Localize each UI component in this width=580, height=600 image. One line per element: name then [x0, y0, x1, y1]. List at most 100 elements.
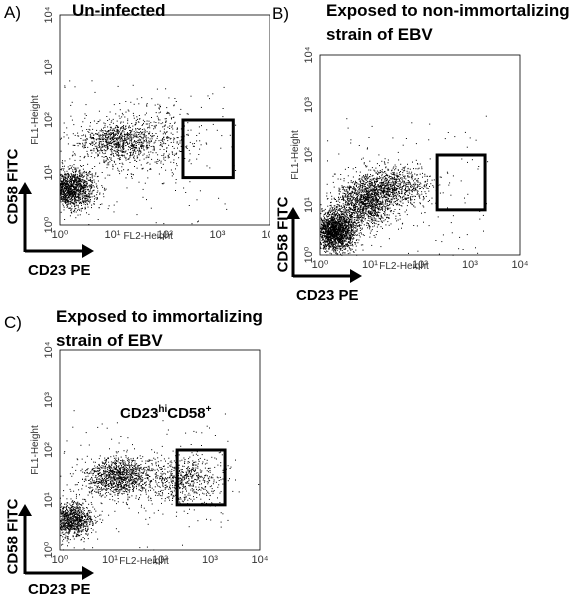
data-point — [67, 177, 69, 179]
data-point — [106, 167, 108, 169]
data-point — [104, 150, 106, 152]
data-point — [70, 201, 72, 203]
data-point — [80, 210, 82, 212]
data-point — [133, 131, 135, 133]
data-point — [369, 220, 371, 222]
data-point — [380, 246, 382, 248]
data-point — [77, 185, 79, 187]
data-point — [137, 149, 139, 151]
data-point — [360, 227, 361, 229]
data-point — [66, 199, 68, 200]
data-point — [156, 115, 158, 117]
data-point — [60, 187, 62, 189]
data-point — [108, 144, 110, 146]
data-point — [338, 225, 340, 227]
data-point — [87, 206, 89, 208]
data-point — [80, 199, 82, 200]
data-point — [90, 144, 92, 146]
data-point — [134, 159, 136, 161]
data-point — [80, 192, 82, 194]
data-point — [106, 143, 108, 145]
data-point — [102, 137, 104, 139]
data-point — [369, 211, 371, 213]
data-point — [177, 137, 179, 139]
data-point — [111, 134, 112, 135]
data-point — [110, 157, 112, 159]
data-point — [133, 135, 135, 137]
data-point — [148, 145, 150, 147]
data-point — [122, 114, 124, 116]
data-point — [136, 145, 137, 146]
data-point — [103, 156, 105, 158]
data-point — [114, 141, 115, 143]
data-point — [93, 138, 95, 140]
data-point — [341, 224, 343, 226]
data-point — [373, 222, 375, 223]
data-point — [340, 174, 342, 175]
data-point — [373, 223, 375, 225]
data-point — [361, 209, 363, 211]
data-point — [73, 172, 75, 173]
data-point — [327, 205, 329, 207]
data-point — [360, 204, 362, 206]
data-point — [328, 232, 330, 233]
data-point — [71, 101, 73, 103]
data-point — [95, 138, 97, 140]
data-point — [375, 220, 377, 222]
data-point — [333, 227, 335, 229]
data-point — [173, 104, 175, 106]
data-point — [69, 186, 71, 188]
data-point — [133, 150, 135, 152]
data-point — [348, 230, 350, 232]
data-point — [66, 192, 68, 194]
data-point — [349, 208, 350, 210]
data-point — [71, 178, 73, 180]
data-point — [354, 207, 356, 208]
data-point — [64, 196, 66, 198]
data-point — [116, 127, 118, 129]
data-point — [124, 133, 125, 135]
data-point — [106, 140, 108, 142]
data-point — [69, 180, 71, 182]
data-point — [336, 207, 338, 209]
data-point — [138, 148, 140, 150]
data-point — [323, 228, 325, 230]
data-point — [344, 245, 346, 247]
data-point — [223, 86, 225, 88]
data-point — [352, 212, 354, 214]
data-point — [137, 141, 139, 143]
data-point — [71, 205, 73, 207]
data-point — [89, 185, 91, 187]
data-point — [331, 215, 333, 217]
data-point — [334, 220, 336, 222]
data-point — [91, 204, 93, 206]
data-point — [350, 238, 352, 240]
data-point — [350, 236, 352, 238]
data-point — [68, 191, 70, 193]
data-point — [90, 189, 91, 191]
data-point — [174, 122, 176, 124]
data-point — [321, 220, 323, 222]
data-point — [325, 230, 327, 231]
data-point — [123, 143, 125, 145]
data-point — [363, 203, 365, 205]
data-point — [348, 245, 350, 247]
data-point — [175, 179, 177, 180]
data-point — [114, 130, 116, 132]
data-point — [329, 241, 331, 243]
data-point — [84, 184, 86, 186]
data-point — [91, 185, 93, 187]
data-point — [93, 140, 95, 142]
data-point — [328, 222, 330, 224]
data-point — [377, 192, 379, 194]
data-point — [63, 201, 65, 203]
data-point — [379, 189, 381, 191]
data-point — [110, 140, 112, 142]
data-point — [381, 206, 383, 208]
data-point — [85, 188, 87, 190]
data-point — [384, 187, 385, 189]
data-point — [343, 222, 345, 224]
data-point — [344, 219, 345, 221]
data-point — [138, 138, 140, 140]
data-point — [117, 138, 119, 140]
